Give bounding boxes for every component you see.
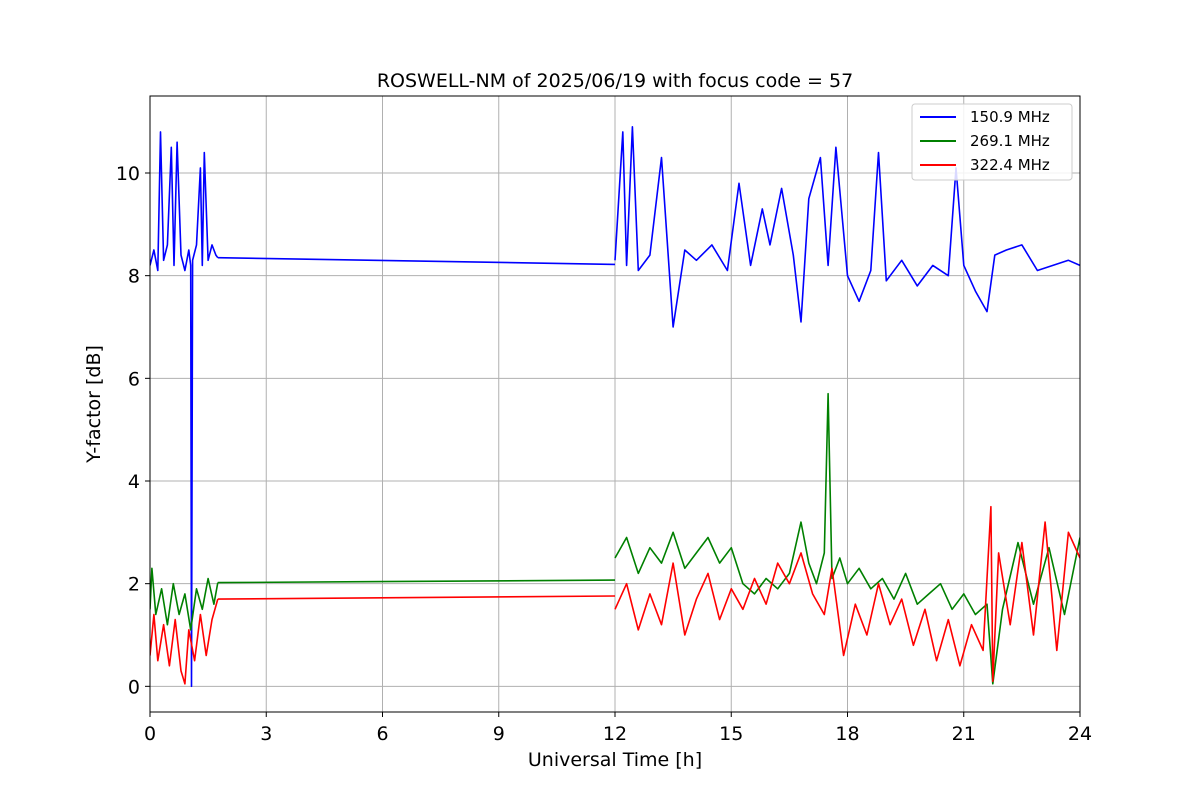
series-150-9-mhz <box>150 126 1080 688</box>
x-axis-label: Universal Time [h] <box>528 749 702 771</box>
series-line-segment <box>614 505 1080 683</box>
series-322-4-mhz <box>150 505 1080 685</box>
y-tick-label: 0 <box>128 676 140 698</box>
x-tick-label: 6 <box>376 723 388 745</box>
series-line-segment <box>217 256 616 266</box>
x-tick-label: 15 <box>719 723 743 745</box>
series-line-segment <box>217 579 616 584</box>
chart-title: ROSWELL-NM of 2025/06/19 with focus code… <box>377 70 853 92</box>
series-line-segment <box>150 567 219 631</box>
grid-lines <box>149 96 1081 712</box>
y-axis-label: Y-factor [dB] <box>83 345 105 464</box>
x-tick-label: 3 <box>260 723 272 745</box>
x-tick-label: 0 <box>144 723 156 745</box>
x-tick-label: 9 <box>493 723 505 745</box>
series-line-segment <box>150 598 219 685</box>
series-line-segment <box>217 595 616 600</box>
y-tick-label: 8 <box>128 266 140 288</box>
x-tick-label: 12 <box>603 723 627 745</box>
series-line-segment <box>614 126 1080 328</box>
y-tick-label: 6 <box>128 368 140 390</box>
legend-label-269-1: 269.1 MHz <box>970 132 1050 150</box>
legend-label-150-9: 150.9 MHz <box>970 108 1050 126</box>
series-lines <box>150 126 1080 688</box>
series-line-segment <box>614 392 1080 685</box>
series-269-1-mhz <box>150 392 1080 685</box>
legend-label-322-4: 322.4 MHz <box>970 156 1050 174</box>
x-tick-label: 21 <box>952 723 976 745</box>
y-tick-label: 10 <box>116 163 140 185</box>
y-tick-label: 2 <box>128 574 140 596</box>
x-tick-label: 24 <box>1068 723 1092 745</box>
x-tick-label: 18 <box>835 723 859 745</box>
y-tick-label: 4 <box>128 471 140 493</box>
series-line-segment <box>150 131 219 688</box>
legend-box <box>911 103 1073 181</box>
legend: 150.9 MHz 269.1 MHz 322.4 MHz <box>911 103 1073 181</box>
